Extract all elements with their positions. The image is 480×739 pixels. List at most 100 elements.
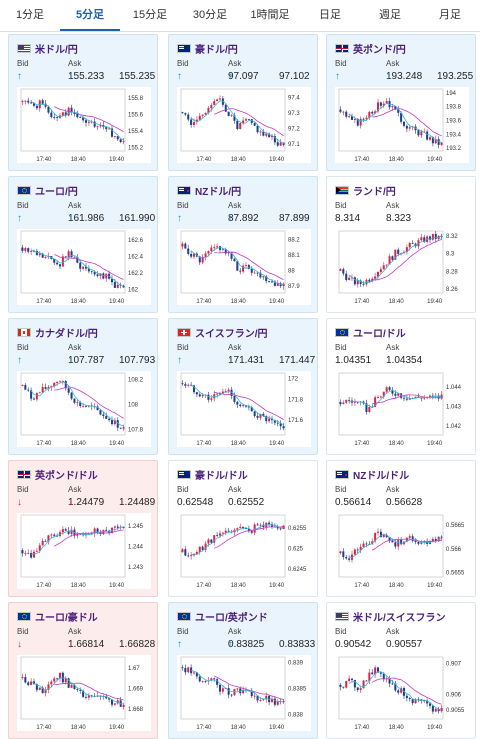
candle-body (273, 136, 276, 143)
rate-card[interactable]: NZドル/円 Bid Ask ↑ 87.892 ↑ 87.899 88.2 88.1 88 87.9… (168, 176, 318, 313)
candle-body (64, 256, 67, 258)
rate-card[interactable]: 米ドル/円 Bid Ask ↑ 155.233 ↑ 155.235 155.8 155.6 155… (8, 34, 158, 171)
candle-body (221, 98, 224, 105)
currency-pair-label[interactable]: カナダドル/円 (35, 328, 98, 340)
currency-pair-label[interactable]: 豪ドル/円 (195, 44, 238, 56)
candle-body (32, 250, 36, 252)
currency-pair-label[interactable]: ユーロ/英ポンド (195, 612, 268, 624)
candle-body (192, 385, 196, 393)
currency-pair-label[interactable]: 英ポンド/ドル (35, 470, 98, 482)
candle-body (64, 529, 67, 531)
candle-body (268, 418, 271, 422)
currency-pair-label[interactable]: ユーロ/豪ドル (35, 612, 98, 624)
y-tick-label: 155.6 (128, 112, 144, 118)
candle-body (376, 531, 380, 533)
y-tick-label: 1.044 (446, 385, 462, 391)
candle-body (195, 552, 198, 555)
rate-card[interactable]: NZドル/ドル Bid Ask 0.56614 0.56628 0.5665 0.566 0.… (326, 460, 476, 597)
y-tick-label: 87.9 (288, 284, 300, 290)
candle-body (434, 708, 437, 712)
x-tick-label: 19:40 (269, 583, 285, 589)
rate-card[interactable]: スイスフラン/円 Bid Ask ↑ 171.431 ↑ 171.447 172 171.8 17… (168, 318, 318, 455)
currency-pair-label[interactable]: 豪ドル/ドル (195, 470, 248, 482)
candle-body (93, 406, 96, 408)
bid-ask-values: 8.314 8.323 (335, 213, 437, 224)
y-tick-label: 8.26 (446, 287, 458, 293)
candle-body (53, 678, 56, 682)
candle-body (207, 394, 210, 400)
rate-card[interactable]: ユーロ/ドル Bid Ask 1.04351 1.04354 1.044 1.043 1.04… (326, 318, 476, 455)
chart-frame (338, 88, 444, 152)
tab-1[interactable]: 5分足 (60, 0, 120, 31)
candle-body (84, 120, 88, 123)
short-moving-average-line (190, 669, 284, 703)
bid-label: Bid (335, 59, 347, 68)
x-tick-label: 18:40 (389, 157, 405, 163)
candle-body (210, 105, 213, 109)
x-tick-label: 18:40 (389, 725, 405, 731)
tab-6[interactable]: 週足 (379, 9, 401, 21)
tab-5[interactable]: 日足 (319, 9, 341, 21)
currency-pair-label[interactable]: ユーロ/ドル (353, 328, 406, 340)
currency-pair-label[interactable]: スイスフラン/円 (195, 328, 268, 340)
flag-au-icon (177, 469, 191, 479)
candle-body (259, 272, 262, 278)
ask-label: Ask (228, 485, 242, 494)
bid-label: Bid (177, 343, 189, 352)
candle-body (187, 555, 190, 557)
candle-body (210, 398, 213, 400)
candle-body (391, 106, 394, 108)
currency-pair-label[interactable]: 米ドル/スイスフラン (353, 612, 446, 624)
currency-pair-label[interactable]: 英ポンド/円 (353, 44, 406, 56)
currency-pair-label[interactable]: NZドル/円 (195, 186, 242, 198)
tab-0[interactable]: 1分足 (15, 9, 45, 21)
flag-nz-icon (177, 185, 191, 195)
ask-label: Ask (228, 201, 242, 210)
currency-pair-label[interactable]: ランド/円 (353, 186, 396, 198)
tab-3[interactable]: 30分足 (192, 9, 228, 21)
tab-7[interactable]: 月足 (439, 9, 461, 21)
candle-body (79, 533, 82, 535)
bid-ask-labels: Bid Ask (335, 485, 437, 494)
candle-body (218, 98, 222, 100)
y-tick-label: 97.1 (288, 142, 300, 148)
y-tick-label: 0.6245 (288, 567, 307, 573)
currency-pair-label[interactable]: NZドル/ドル (353, 470, 410, 482)
bid-ask-labels: Bid Ask (17, 59, 119, 68)
rate-card[interactable]: ユーロ/豪ドル Bid Ask ↓ 1.66814 ↓ 1.66828 1.67 1.669 1.… (8, 602, 158, 739)
currency-pair-label[interactable]: ユーロ/円 (35, 186, 78, 198)
rate-card[interactable]: 英ポンド/ドル Bid Ask ↓ 1.24479 ↓ 1.24489 1.245 1.244 1… (8, 460, 158, 597)
tab-2[interactable]: 15分足 (132, 9, 168, 21)
moving-average-line (54, 386, 124, 419)
rate-card[interactable]: カナダドル/円 Bid Ask ↑ 107.787 ↑ 107.793 108.2 108 107… (8, 318, 158, 455)
rate-card[interactable]: ユーロ/英ポンド Bid Ask ↑ 0.83825 ↑ 0.83833 0.839 0.838… (168, 602, 318, 739)
candle-body (388, 678, 391, 684)
rate-card[interactable]: ランド/円 Bid Ask 8.314 8.323 8.32 8.3 8.28 8.26 17:4… (326, 176, 476, 313)
candle-body (21, 101, 24, 102)
candle-body (70, 392, 73, 399)
rate-card[interactable]: 豪ドル/ドル Bid Ask 0.62548 0.62552 0.6255 0.625 0.6… (168, 460, 318, 597)
ask-label: Ask (68, 201, 82, 210)
candle-body (108, 698, 111, 700)
rate-card-title: スイスフラン/円 (177, 325, 268, 340)
bid-ask-labels: Bid Ask (335, 627, 437, 636)
candle-body (116, 526, 119, 528)
rate-card[interactable]: 米ドル/スイスフラン Bid Ask 0.90542 0.90557 0.907 0.906… (326, 602, 476, 739)
candle-body (233, 258, 236, 262)
candle-body (405, 398, 408, 400)
rate-card[interactable]: 英ポンド/円 Bid Ask ↑ 193.248 ↑ 193.255 194 193.8 193.… (326, 34, 476, 171)
candle-body (50, 534, 53, 536)
bid-ask-labels: Bid Ask (17, 485, 119, 494)
candle-body (35, 105, 38, 109)
currency-pair-label[interactable]: 米ドル/円 (35, 44, 78, 56)
candle-body (431, 538, 434, 542)
chart-background (17, 371, 151, 447)
tab-4[interactable]: 1時間足 (250, 9, 290, 21)
y-tick-label: 97.4 (288, 95, 300, 101)
candle-body (353, 549, 356, 555)
rate-card[interactable]: 豪ドル/円 Bid Ask ↑ 97.097 ↑ 97.102 97.4 97.3 97.2 97.… (168, 34, 318, 171)
rate-card[interactable]: ユーロ/円 Bid Ask ↑ 161.986 ↑ 161.990 162.6 162.4 162… (8, 176, 158, 313)
candle-body (119, 139, 122, 143)
candle-body (253, 411, 256, 416)
candle-body (359, 280, 362, 284)
